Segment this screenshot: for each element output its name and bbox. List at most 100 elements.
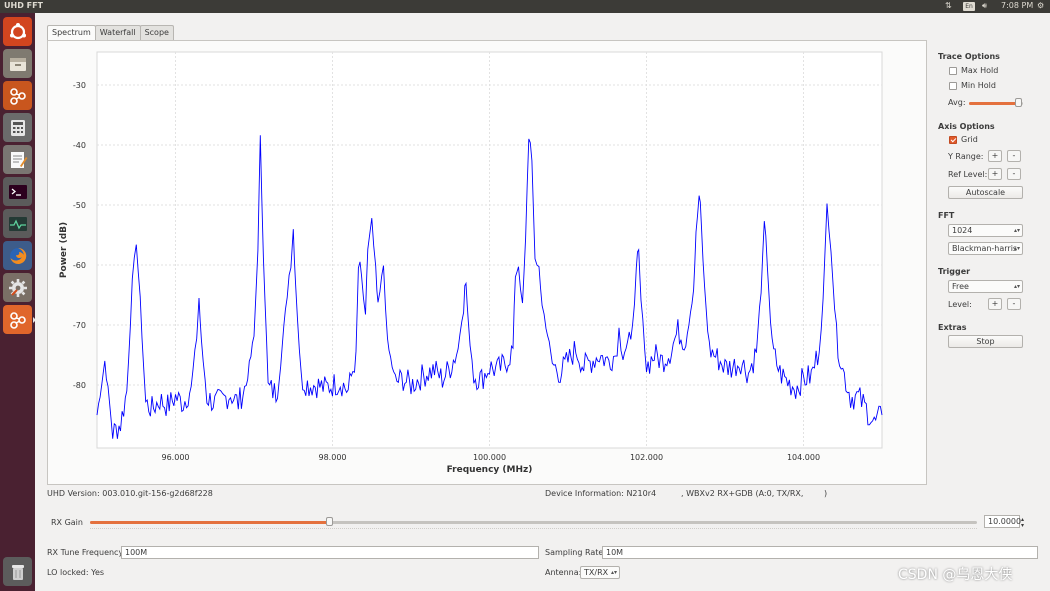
max-hold-label: Max Hold (961, 66, 999, 75)
x-tick-label: 98.000 (319, 453, 347, 462)
updown-icon: ▴▾ (1013, 227, 1020, 234)
tune-frequency-label: RX Tune Frequency: (47, 548, 126, 557)
fft-heading: FFT (938, 211, 955, 220)
tune-frequency-input[interactable]: 100M (121, 546, 539, 559)
clock[interactable]: 7:08 PM (1001, 1, 1034, 10)
rx-gain-spinbox[interactable]: 10.0000 (984, 515, 1021, 528)
min-hold-label: Min Hold (961, 81, 996, 90)
y-tick-label: -80 (73, 381, 86, 390)
y-range-label: Y Range: (948, 152, 984, 161)
y-range-plus-button[interactable]: + (988, 150, 1002, 162)
uhd-fft-window: Spectrum Waterfall Scope 96.000 98.000 100… (35, 13, 1050, 591)
sampling-rate-input[interactable]: 10M (602, 546, 1038, 559)
y-tick-label: -70 (73, 321, 86, 330)
updown-icon: ▴▾ (1013, 283, 1020, 290)
calculator-icon[interactable] (3, 113, 32, 142)
tab-scope[interactable]: Scope (139, 25, 174, 40)
tab-spectrum[interactable]: Spectrum (47, 25, 96, 41)
trigger-heading: Trigger (938, 267, 971, 276)
rx-gain-label: RX Gain (51, 518, 83, 527)
antenna-value: TX/RX (584, 568, 609, 577)
fft-size-select[interactable]: 1024 ▴▾ (948, 224, 1023, 237)
avg-label: Avg: (948, 98, 966, 107)
ref-level-plus-button[interactable]: + (988, 168, 1002, 180)
text-editor-icon[interactable] (3, 145, 32, 174)
max-hold-checkbox[interactable]: Max Hold (949, 66, 998, 75)
spectrum-panel: 96.000 98.000 100.000 102.000 104.000 -30 -40 -… (47, 40, 927, 485)
launcher (0, 13, 36, 591)
terminal-icon[interactable] (3, 177, 32, 206)
watermark: CSDN @乌恩大侠 (898, 567, 1013, 583)
x-tick-label: 96.000 (162, 453, 190, 462)
x-tick-label: 100.000 (473, 453, 506, 462)
trigger-mode-value: Free (952, 282, 969, 291)
stop-button[interactable]: Stop (948, 335, 1023, 348)
tab-waterfall[interactable]: Waterfall (94, 25, 141, 40)
gnuradio-icon[interactable] (3, 81, 32, 110)
avg-slider[interactable] (969, 102, 1023, 105)
device-info: Device Information: N210r4 (545, 489, 657, 498)
fft-size-value: 1024 (952, 226, 973, 235)
trigger-level-plus-button[interactable]: + (988, 298, 1002, 310)
active-indicator (33, 317, 36, 323)
window-title: UHD FFT (4, 1, 44, 10)
lo-locked-status: LO locked: Yes (47, 568, 105, 577)
y-axis-label: Power (dB) (59, 222, 69, 278)
trash-icon[interactable] (3, 557, 32, 586)
antenna-select[interactable]: TX/RX ▴▾ (580, 566, 620, 579)
top-panel: UHD FFT ⇅ En 🔊︎ 7:08 PM ⚙ (0, 0, 1050, 13)
spectrum-plot[interactable]: 96.000 98.000 100.000 102.000 104.000 -30 -40 -… (48, 41, 926, 484)
volume-icon[interactable]: 🔊︎ (982, 1, 988, 10)
system-monitor-icon[interactable] (3, 209, 32, 238)
device-info-end: ) (824, 489, 828, 498)
tab-bar: Spectrum Waterfall Scope (47, 25, 174, 41)
x-axis-label: Frequency (MHz) (447, 465, 533, 475)
y-tick-label: -30 (73, 81, 86, 90)
rx-gain-slider-knob[interactable] (326, 517, 334, 526)
min-hold-box[interactable] (949, 81, 957, 90)
antenna-label: Antenna: (545, 568, 582, 577)
sampling-rate-label: Sampling Rate: (545, 548, 607, 557)
rx-gain-slider-fill (90, 521, 330, 524)
y-tick-label: -50 (73, 201, 86, 210)
system-settings-icon[interactable] (3, 273, 32, 302)
network-icon[interactable]: ⇅ (945, 1, 952, 10)
files-icon[interactable] (3, 49, 32, 78)
firefox-icon[interactable] (3, 241, 32, 270)
x-tick-label: 104.000 (787, 453, 820, 462)
grid-label: Grid (961, 135, 978, 144)
keyboard-indicator[interactable]: En (963, 2, 975, 11)
y-range-minus-button[interactable]: - (1007, 150, 1021, 162)
spin-arrows-icon[interactable]: ▴ (1021, 516, 1025, 523)
ref-level-label: Ref Level: (948, 170, 988, 179)
device-info-detail: , WBXv2 RX+GDB (A:0, TX/RX, (681, 489, 804, 498)
window-select[interactable]: Blackman-harris ▴▾ (948, 242, 1023, 255)
spectrum-trace (96, 135, 883, 439)
avg-slider-knob[interactable] (1014, 98, 1022, 107)
y-tick-label: -60 (73, 261, 86, 270)
extras-heading: Extras (938, 323, 967, 332)
trigger-level-label: Level: (948, 300, 972, 309)
min-hold-checkbox[interactable]: Min Hold (949, 81, 996, 90)
axis-options-heading: Axis Options (938, 122, 995, 131)
autoscale-button[interactable]: Autoscale (948, 186, 1023, 199)
rx-gain-slider[interactable] (90, 521, 977, 524)
gear-icon[interactable]: ⚙ (1037, 1, 1045, 10)
gnuradio-active-icon[interactable] (3, 305, 32, 334)
trace-options-heading: Trace Options (938, 52, 1000, 61)
grid-box[interactable] (949, 135, 957, 144)
x-tick-label: 102.000 (630, 453, 663, 462)
avg-slider-fill (969, 102, 1018, 105)
grid-checkbox[interactable]: Grid (949, 135, 978, 144)
y-tick-label: -40 (73, 141, 86, 150)
updown-icon: ▴▾ (1013, 245, 1020, 252)
window-value: Blackman-harris (952, 244, 1018, 253)
ubuntu-logo-icon[interactable] (3, 17, 32, 46)
updown-icon: ▴▾ (610, 569, 617, 576)
ref-level-minus-button[interactable]: - (1007, 168, 1021, 180)
trigger-level-minus-button[interactable]: - (1007, 298, 1021, 310)
max-hold-box[interactable] (949, 66, 957, 75)
spin-arrows-down-icon[interactable]: ▾ (1021, 522, 1025, 529)
trigger-mode-select[interactable]: Free ▴▾ (948, 280, 1023, 293)
slider-ticks (90, 528, 977, 529)
